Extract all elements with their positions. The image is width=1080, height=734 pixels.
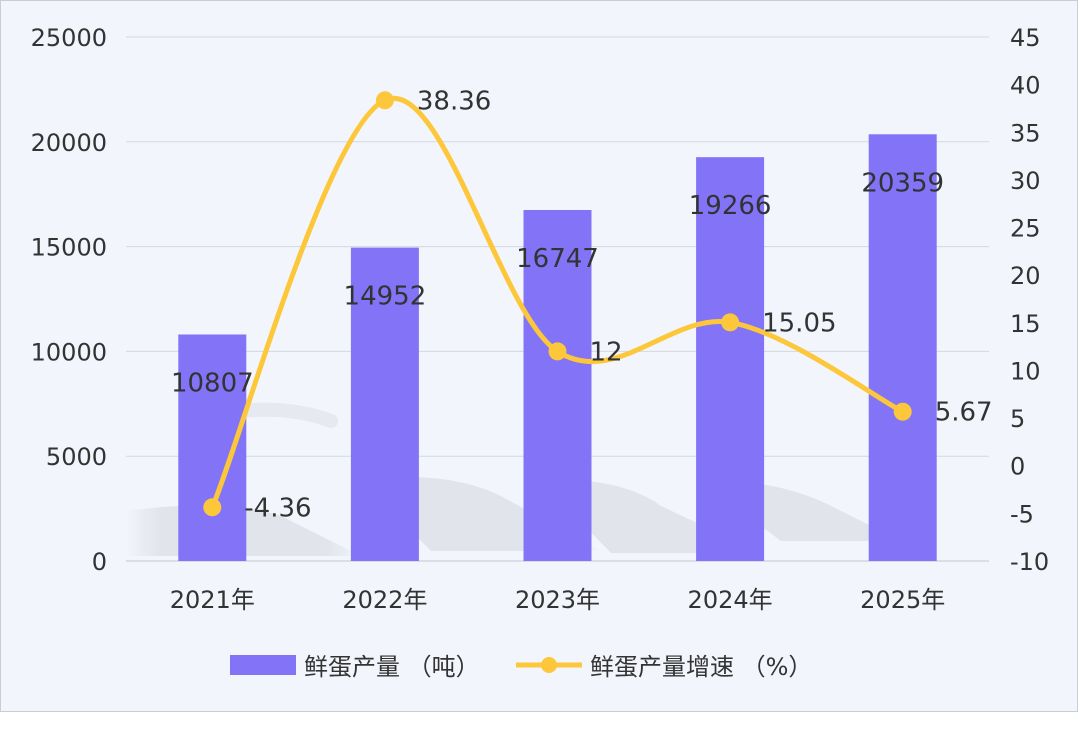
x-tick-label: 2023年 — [515, 586, 600, 614]
left-tick-label: 25000 — [31, 24, 107, 52]
line-value-label: 15.05 — [762, 308, 836, 338]
legend-swatch-marker — [541, 657, 557, 673]
line-value-label: 38.36 — [417, 86, 491, 116]
x-tick-label: 2021年 — [170, 586, 255, 614]
x-tick-label: 2024年 — [688, 586, 773, 614]
right-tick-label: 45 — [1010, 24, 1041, 52]
bar — [523, 209, 592, 561]
line-value-label: 5.67 — [935, 398, 993, 428]
x-tick-label: 2022年 — [342, 586, 427, 614]
right-axis-ticks: -10 -5 0 5 10 15 20 25 30 35 40 45 — [1010, 24, 1049, 576]
legend-label-bar: 鲜蛋产量 （吨） — [304, 653, 480, 681]
legend-label-line: 鲜蛋产量增速 （%） — [590, 653, 812, 681]
bar-value-label: 10807 — [171, 368, 254, 398]
left-tick-label: 0 — [92, 548, 107, 576]
left-tick-label: 5000 — [46, 443, 107, 471]
growth-point — [893, 402, 912, 421]
growth-point — [375, 91, 394, 110]
bar — [696, 157, 765, 562]
x-tick-label: 2025年 — [860, 586, 945, 614]
line-value-label: -4.36 — [244, 493, 311, 523]
bar — [868, 134, 937, 561]
bar — [350, 247, 419, 561]
right-tick-label: -10 — [1010, 548, 1049, 576]
line-series-growth — [203, 91, 912, 517]
right-tick-label: 25 — [1010, 215, 1041, 243]
growth-point — [721, 313, 740, 332]
bar-value-label: 19266 — [689, 191, 772, 221]
chart-frame: 0 5000 10000 15000 20000 25000 -10 -5 0 5 10 15 20 2… — [0, 0, 1078, 712]
right-tick-label: 20 — [1010, 262, 1041, 290]
right-tick-label: 15 — [1010, 310, 1041, 338]
right-tick-label: 40 — [1010, 72, 1041, 100]
left-tick-label: 20000 — [31, 129, 107, 157]
legend-swatch-bar — [230, 655, 296, 675]
legend: 鲜蛋产量 （吨） 鲜蛋产量增速 （%） — [230, 653, 812, 681]
left-tick-label: 15000 — [31, 234, 107, 262]
growth-line — [209, 95, 906, 510]
right-tick-label: 0 — [1010, 453, 1025, 481]
data-labels: 10807 14952 16747 19266 20359 -4.36 38.36 12 15.… — [171, 86, 993, 523]
x-axis-ticks: 2021年 2022年 2023年 2024年 2025年 — [170, 586, 945, 614]
bar-value-label: 20359 — [861, 168, 944, 198]
left-axis-ticks: 0 5000 10000 15000 20000 25000 — [31, 24, 107, 576]
bar-value-label: 16747 — [516, 244, 599, 274]
right-tick-label: -5 — [1010, 500, 1034, 528]
bar-value-label: 14952 — [344, 282, 427, 312]
bar-series-amount — [178, 134, 937, 562]
right-tick-label: 10 — [1010, 357, 1041, 385]
right-tick-label: 30 — [1010, 167, 1041, 195]
line-value-label: 12 — [590, 337, 623, 367]
growth-point — [548, 342, 567, 361]
right-tick-label: 35 — [1010, 119, 1041, 147]
growth-point — [203, 498, 222, 517]
left-tick-label: 10000 — [31, 338, 107, 366]
right-tick-label: 5 — [1010, 405, 1025, 433]
